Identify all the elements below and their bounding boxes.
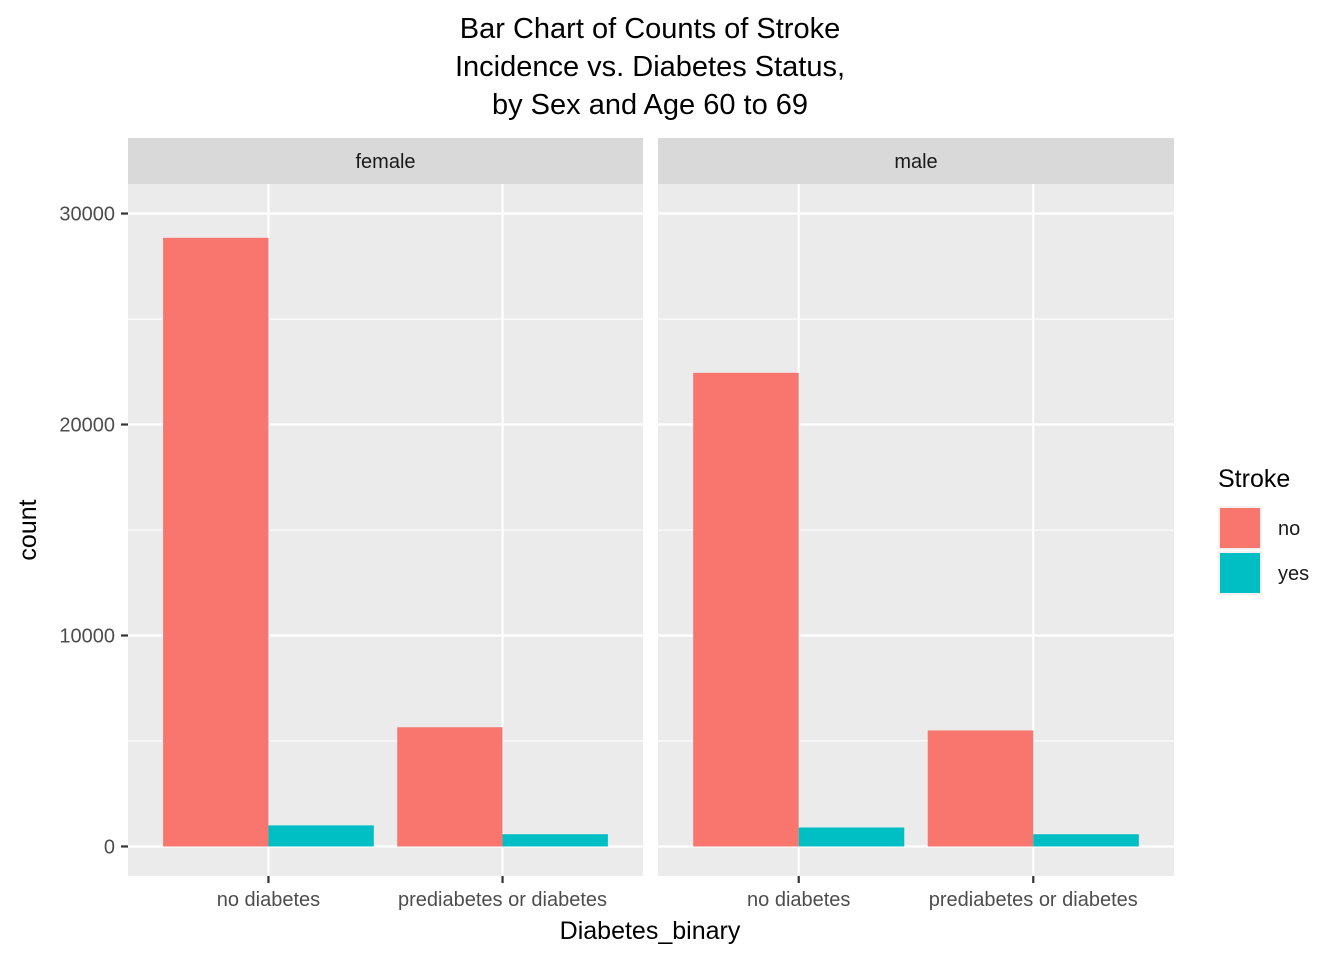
chart-title-line-1: Bar Chart of Counts of Stroke (460, 13, 840, 45)
facet-panel-male: male no diabetes prediabetes or diabetes (658, 138, 1174, 911)
bar-male-yes-0 (798, 827, 905, 847)
bar-female-yes-1 (502, 834, 608, 847)
chart-title: Bar Chart of Counts of Stroke Incidence … (455, 13, 845, 121)
bar-male-yes-1 (1033, 834, 1139, 847)
legend-swatch-no (1220, 508, 1260, 548)
y-tick-label: 30000 (59, 204, 115, 226)
legend-label-no: no (1278, 518, 1300, 540)
facet-panel-female: female no diabetes prediabetes or diabetes (128, 138, 643, 911)
facet-label: female (355, 151, 415, 173)
facet-strip (128, 138, 643, 184)
y-axis: 0 10000 20000 30000 (59, 204, 128, 858)
legend-title: Stroke (1218, 465, 1290, 493)
legend-label-yes: yes (1278, 563, 1309, 585)
bar-female-yes-0 (268, 825, 374, 847)
chart-title-line-3: by Sex and Age 60 to 69 (492, 89, 808, 121)
bar-male-no-1 (927, 730, 1034, 847)
legend: Stroke no yes (1218, 465, 1309, 595)
bar-male-no-0 (693, 372, 799, 847)
y-tick-label: 20000 (59, 415, 115, 437)
chart-title-line-2: Incidence vs. Diabetes Status, (455, 51, 845, 83)
x-tick-label: no diabetes (747, 889, 850, 911)
x-tick-label: prediabetes or diabetes (398, 889, 607, 911)
facet-strip (658, 138, 1174, 184)
facet-label: male (894, 151, 937, 173)
x-axis-title: Diabetes_binary (560, 917, 741, 945)
facet-panels: female no diabetes prediabetes or diabetes… (128, 138, 1174, 911)
bar-female-no-1 (397, 727, 503, 847)
y-axis-title: count (14, 499, 42, 560)
bar-female-no-0 (163, 237, 269, 847)
x-tick-label: no diabetes (217, 889, 320, 911)
legend-swatch-yes (1220, 553, 1260, 593)
y-tick-label: 10000 (59, 625, 115, 647)
x-tick-label: prediabetes or diabetes (929, 889, 1138, 911)
y-tick-label: 0 (104, 836, 115, 858)
